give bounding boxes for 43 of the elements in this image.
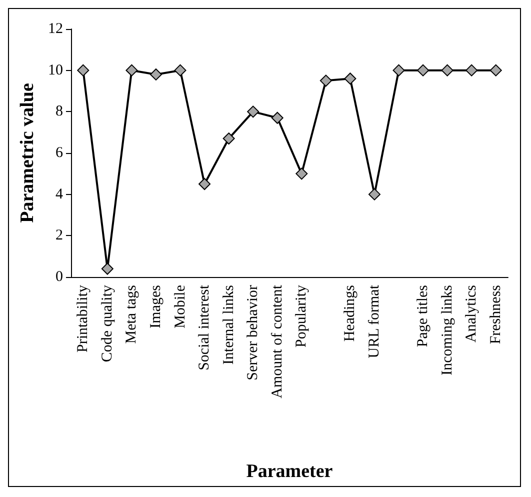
- point: [174, 64, 186, 76]
- point: [247, 106, 260, 118]
- point: [77, 64, 90, 76]
- x-tick-label: Social interest: [196, 284, 213, 370]
- y-tick-label: 2: [56, 228, 63, 244]
- x-tick-label: Images: [148, 284, 164, 328]
- y-tick-label: 0: [56, 269, 63, 285]
- point: [222, 132, 235, 145]
- point: [296, 168, 308, 180]
- x-axis-title: Parameter: [246, 461, 334, 482]
- point: [271, 112, 284, 124]
- x-tick-label: Popularity: [294, 284, 310, 348]
- y-tick-label: 8: [56, 104, 63, 120]
- x-tick-label: Meta tags: [124, 284, 140, 344]
- point: [417, 64, 430, 76]
- x-tick-label: Page titles: [415, 284, 432, 348]
- point: [466, 64, 478, 76]
- x-tick-label: Freshness: [488, 284, 504, 344]
- point: [320, 74, 332, 87]
- x-tick-label: Server behavior: [245, 285, 262, 380]
- point: [198, 178, 211, 190]
- x-tick-label: Printability: [75, 284, 92, 352]
- x-tick-label: Internal links: [220, 284, 237, 365]
- x-tick-label: Amount of content: [269, 284, 286, 398]
- y-axis-title: Parametric value: [17, 83, 38, 223]
- point: [344, 72, 356, 85]
- x-tick-label: Analytics: [464, 284, 480, 342]
- y-tick-label: 6: [56, 145, 64, 161]
- y-tick-label: 4: [56, 186, 64, 202]
- x-tick-label: Mobile: [172, 284, 188, 328]
- x-tick-label: Headings: [342, 284, 358, 342]
- y-tick-label: 10: [48, 62, 63, 78]
- x-tick-label: Incoming links: [439, 284, 456, 376]
- point: [126, 64, 138, 76]
- point: [150, 68, 162, 80]
- point: [392, 64, 405, 76]
- point: [441, 64, 454, 76]
- x-tick-label: Code quality: [99, 284, 116, 362]
- point: [368, 188, 380, 200]
- point: [490, 64, 502, 76]
- y-tick-label: 12: [48, 21, 63, 37]
- x-tick-label: URL format: [366, 284, 382, 358]
- point: [101, 262, 114, 275]
